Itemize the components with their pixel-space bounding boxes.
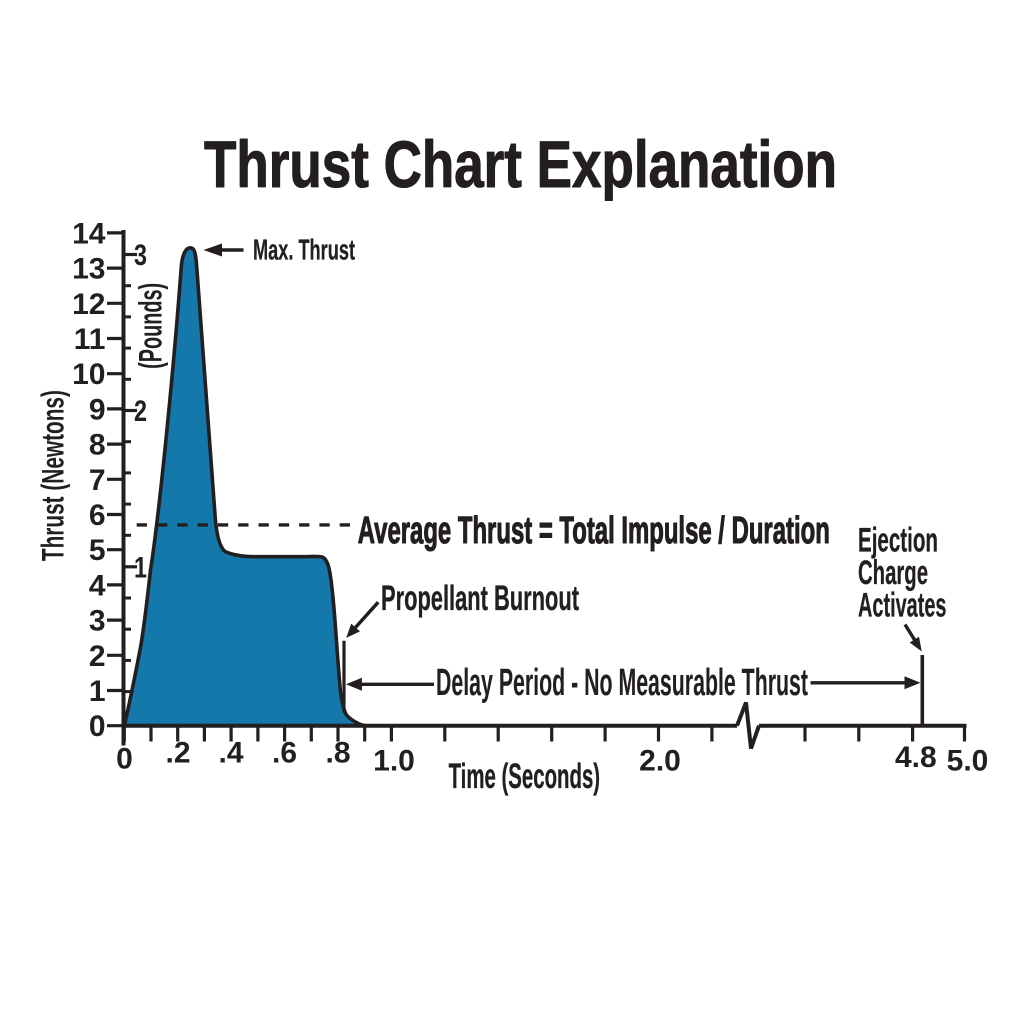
svg-text:Max. Thrust: Max. Thrust [253,235,355,267]
svg-text:6: 6 [89,499,106,532]
svg-text:14: 14 [72,217,106,250]
svg-text:7: 7 [89,464,106,497]
svg-text:3: 3 [89,605,106,638]
svg-text:Ejection: Ejection [858,521,938,559]
svg-text:11: 11 [74,323,106,356]
svg-text:Thrust (Newtons): Thrust (Newtons) [35,390,71,561]
svg-text:12: 12 [72,288,105,321]
svg-text:0: 0 [89,710,106,743]
svg-text:4.8: 4.8 [895,741,937,774]
svg-text:.6: .6 [272,737,297,770]
svg-text:10: 10 [72,358,105,391]
svg-text:2: 2 [134,395,147,428]
svg-text:Time (Seconds): Time (Seconds) [449,757,600,796]
svg-text:Delay Period - No Measurable T: Delay Period - No Measurable Thrust [436,662,808,704]
svg-text:5: 5 [89,534,106,567]
svg-text:Thrust Chart Explanation: Thrust Chart Explanation [204,127,837,201]
svg-text:4: 4 [89,569,106,602]
svg-text:1.0: 1.0 [373,745,415,778]
svg-text:9: 9 [89,393,106,426]
svg-text:13: 13 [72,253,105,286]
svg-text:.4: .4 [218,737,243,770]
svg-text:1: 1 [134,551,147,584]
svg-text:0: 0 [116,743,133,776]
svg-text:3: 3 [134,239,147,272]
svg-text:Average Thrust = Total Impulse: Average Thrust = Total Impulse / Duratio… [358,510,830,552]
svg-text:5.0: 5.0 [947,745,989,778]
svg-text:Charge: Charge [858,554,928,592]
svg-text:1: 1 [89,675,106,708]
svg-text:8: 8 [89,429,106,462]
svg-text:Propellant Burnout: Propellant Burnout [381,579,579,618]
svg-text:2: 2 [89,640,106,673]
svg-text:Activates: Activates [858,587,947,625]
svg-text:2.0: 2.0 [639,745,681,778]
svg-text:.2: .2 [165,737,190,770]
svg-text:.8: .8 [325,737,350,770]
svg-text:(Pounds): (Pounds) [133,283,169,369]
